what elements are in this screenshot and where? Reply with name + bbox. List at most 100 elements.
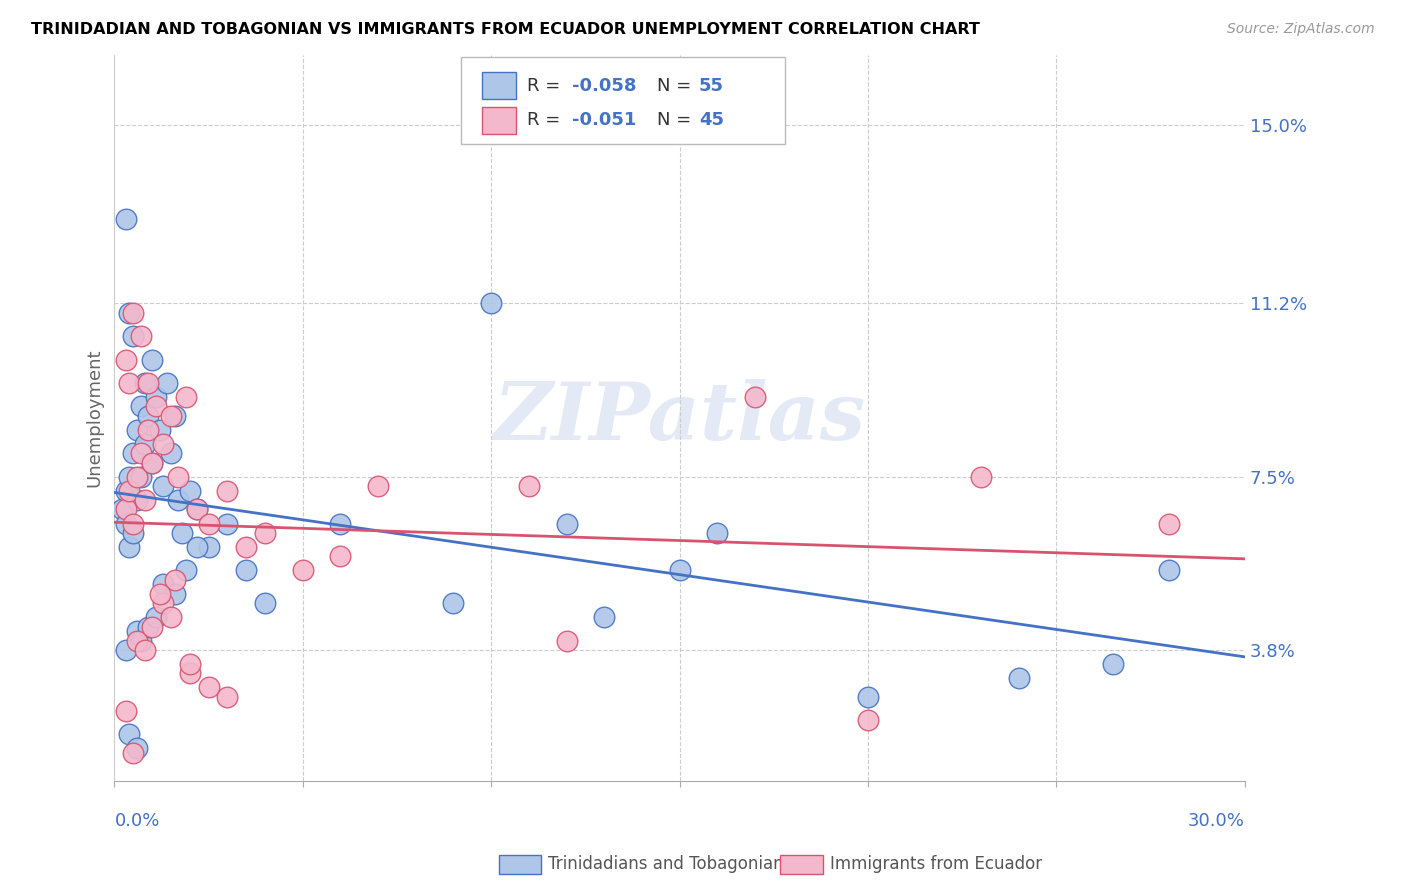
Point xyxy=(160,610,183,624)
Point xyxy=(125,624,148,639)
Point xyxy=(122,746,145,760)
Point xyxy=(114,212,136,227)
Point xyxy=(152,479,174,493)
Point xyxy=(118,376,141,390)
Point xyxy=(122,516,145,531)
Point xyxy=(118,727,141,741)
Point xyxy=(970,469,993,483)
Point xyxy=(152,596,174,610)
Point xyxy=(235,563,257,577)
Text: 30.0%: 30.0% xyxy=(1188,812,1244,830)
Point xyxy=(186,540,208,554)
Point xyxy=(186,502,208,516)
Point xyxy=(254,525,277,540)
Point xyxy=(134,376,156,390)
Point xyxy=(217,516,239,531)
Point xyxy=(197,540,219,554)
Point xyxy=(555,633,578,648)
Point xyxy=(329,516,352,531)
Point xyxy=(129,400,152,414)
Point xyxy=(134,643,156,657)
Point xyxy=(197,681,219,695)
Point xyxy=(145,400,167,414)
Point xyxy=(179,657,201,671)
Point xyxy=(186,502,208,516)
Point xyxy=(856,690,879,704)
Point xyxy=(1159,516,1181,531)
Point xyxy=(134,493,156,508)
Point xyxy=(122,525,145,540)
Point xyxy=(517,479,540,493)
Point xyxy=(141,352,163,367)
Text: -0.058: -0.058 xyxy=(572,77,637,95)
Point xyxy=(129,469,152,483)
Point xyxy=(118,483,141,498)
Point xyxy=(141,619,163,633)
Point xyxy=(172,525,194,540)
Point xyxy=(141,456,163,470)
Point xyxy=(134,437,156,451)
Point xyxy=(163,587,186,601)
Point xyxy=(152,437,174,451)
Point xyxy=(156,376,179,390)
Point xyxy=(160,409,183,423)
Point xyxy=(129,633,152,648)
Point xyxy=(163,409,186,423)
Point xyxy=(856,713,879,727)
Point xyxy=(145,390,167,404)
Point xyxy=(145,610,167,624)
Text: Trinidadians and Tobagonians: Trinidadians and Tobagonians xyxy=(548,855,793,873)
Point xyxy=(235,540,257,554)
Point xyxy=(254,596,277,610)
Point xyxy=(744,390,766,404)
Point xyxy=(1101,657,1123,671)
Point xyxy=(122,446,145,460)
Text: Immigrants from Ecuador: Immigrants from Ecuador xyxy=(830,855,1042,873)
Point xyxy=(149,423,172,437)
Point xyxy=(111,502,134,516)
Point xyxy=(118,469,141,483)
Point xyxy=(593,610,616,624)
Point xyxy=(668,563,690,577)
FancyBboxPatch shape xyxy=(461,56,785,145)
FancyBboxPatch shape xyxy=(482,72,516,99)
Point xyxy=(125,741,148,756)
Point xyxy=(160,446,183,460)
Point xyxy=(179,666,201,681)
Point xyxy=(443,596,465,610)
Point xyxy=(141,456,163,470)
Point xyxy=(114,352,136,367)
Point xyxy=(125,469,148,483)
Text: N =: N = xyxy=(657,77,697,95)
Point xyxy=(114,483,136,498)
Point xyxy=(1007,671,1029,685)
Point xyxy=(555,516,578,531)
Point xyxy=(163,573,186,587)
Point xyxy=(136,376,159,390)
Point xyxy=(167,493,190,508)
Text: -0.051: -0.051 xyxy=(572,112,637,129)
Point xyxy=(329,549,352,564)
Text: 45: 45 xyxy=(699,112,724,129)
Text: R =: R = xyxy=(527,112,567,129)
Point xyxy=(125,423,148,437)
Text: R =: R = xyxy=(527,77,567,95)
Point xyxy=(367,479,389,493)
Point xyxy=(136,409,159,423)
Point xyxy=(125,633,148,648)
Point xyxy=(174,563,197,577)
Point xyxy=(125,493,148,508)
Point xyxy=(114,516,136,531)
Point xyxy=(118,306,141,320)
Point xyxy=(122,306,145,320)
FancyBboxPatch shape xyxy=(482,107,516,135)
Point xyxy=(114,643,136,657)
Point xyxy=(479,296,502,310)
Y-axis label: Unemployment: Unemployment xyxy=(86,349,103,487)
Point xyxy=(129,329,152,343)
Text: ZIPatlas: ZIPatlas xyxy=(494,379,866,457)
Point xyxy=(706,525,728,540)
Point xyxy=(152,577,174,591)
Point xyxy=(197,516,219,531)
Point xyxy=(1159,563,1181,577)
